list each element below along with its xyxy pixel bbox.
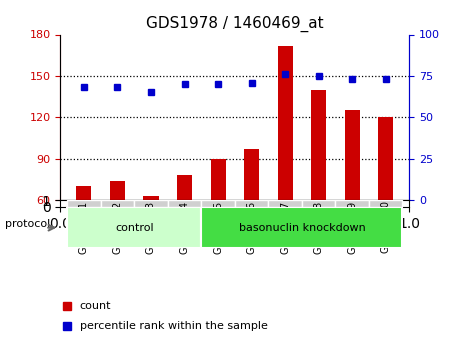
Bar: [143, 196, 159, 200]
Bar: [76, 186, 92, 200]
Bar: [211, 159, 226, 200]
Text: control: control: [115, 223, 153, 233]
FancyBboxPatch shape: [268, 200, 302, 207]
FancyBboxPatch shape: [67, 200, 101, 207]
FancyBboxPatch shape: [235, 200, 268, 207]
FancyBboxPatch shape: [201, 207, 403, 248]
Bar: [378, 117, 393, 200]
Text: count: count: [80, 301, 111, 311]
Text: GSM92229: GSM92229: [347, 200, 357, 254]
Text: GSM92226: GSM92226: [246, 200, 257, 254]
FancyBboxPatch shape: [302, 200, 335, 207]
Bar: [345, 110, 360, 200]
Text: GSM92224: GSM92224: [179, 200, 190, 254]
FancyBboxPatch shape: [335, 200, 369, 207]
Text: protocol: protocol: [5, 219, 50, 228]
FancyBboxPatch shape: [369, 200, 403, 207]
Text: GSM92227: GSM92227: [280, 200, 290, 254]
FancyBboxPatch shape: [168, 200, 201, 207]
Text: GSM92228: GSM92228: [314, 200, 324, 254]
Bar: [244, 149, 259, 200]
FancyBboxPatch shape: [201, 200, 235, 207]
Bar: [278, 46, 292, 200]
Text: GSM92223: GSM92223: [146, 200, 156, 254]
Text: percentile rank within the sample: percentile rank within the sample: [80, 321, 267, 331]
FancyBboxPatch shape: [134, 200, 168, 207]
Title: GDS1978 / 1460469_at: GDS1978 / 1460469_at: [146, 16, 324, 32]
Text: basonuclin knockdown: basonuclin knockdown: [239, 223, 365, 233]
Bar: [311, 90, 326, 200]
Bar: [110, 181, 125, 200]
FancyBboxPatch shape: [67, 207, 201, 248]
Bar: [177, 175, 192, 200]
Text: GSM92221: GSM92221: [79, 200, 89, 254]
Text: GSM92225: GSM92225: [213, 200, 223, 254]
Text: GSM92222: GSM92222: [113, 200, 122, 254]
Text: GSM92230: GSM92230: [381, 200, 391, 254]
FancyBboxPatch shape: [101, 200, 134, 207]
